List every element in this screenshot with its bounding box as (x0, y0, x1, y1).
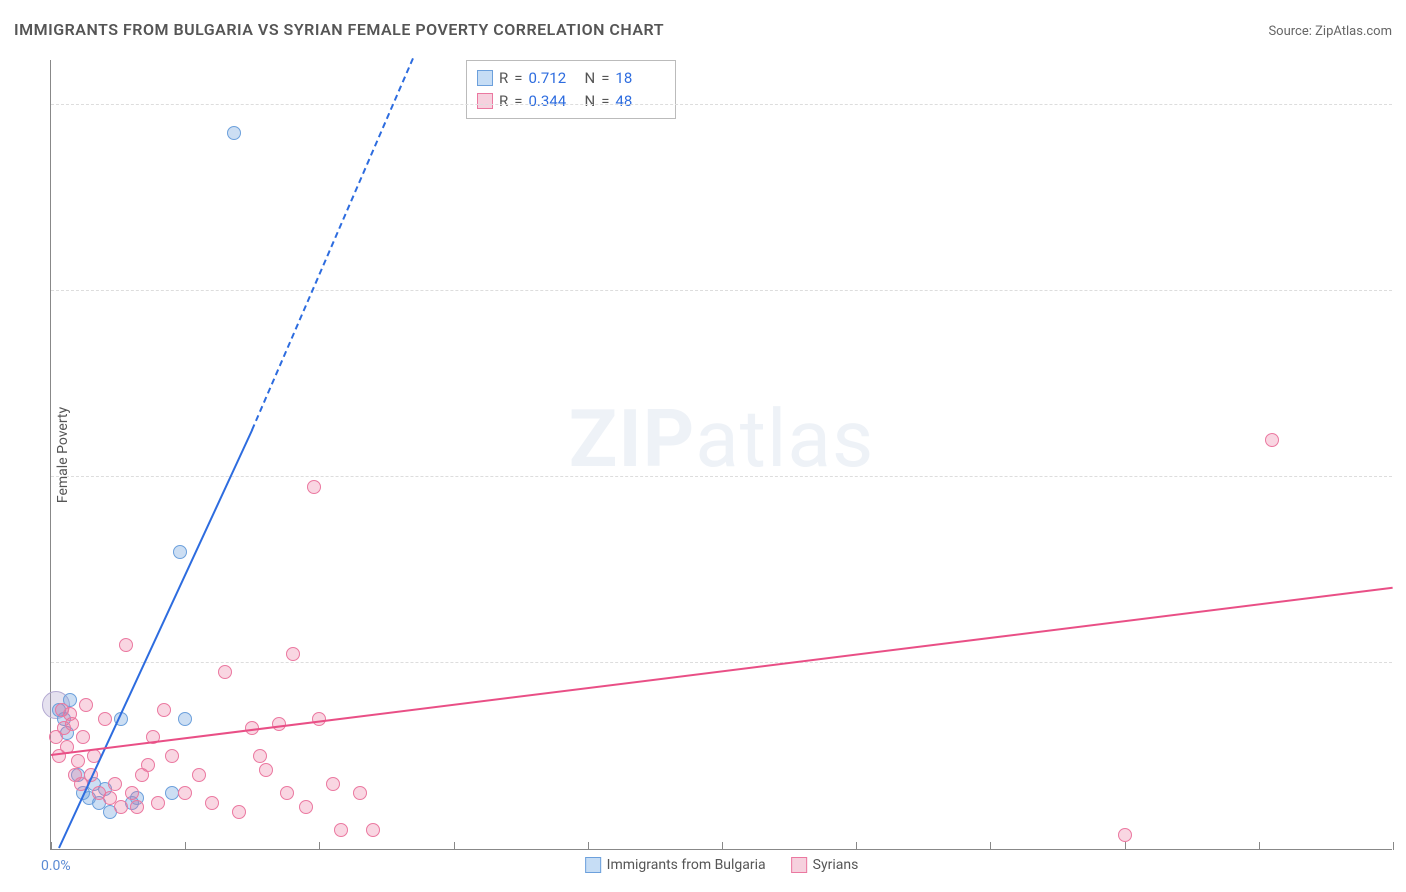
x-tick (185, 842, 186, 850)
corr-n-label: N (584, 67, 595, 90)
grid-line (51, 662, 1392, 663)
data-point (299, 800, 313, 814)
data-point (79, 698, 93, 712)
corr-r-value-bulgaria: 0.712 (528, 67, 578, 90)
source-label: Source: (1268, 24, 1311, 39)
data-point (151, 796, 165, 810)
data-point (178, 712, 192, 726)
x-tick (51, 842, 52, 850)
grid-line (51, 476, 1392, 477)
data-point (178, 786, 192, 800)
swatch-syrians (477, 93, 493, 109)
data-point (280, 786, 294, 800)
data-point (108, 777, 122, 791)
chart-title: IMMIGRANTS FROM BULGARIA VS SYRIAN FEMAL… (14, 20, 664, 39)
data-point (326, 777, 340, 791)
x-tick (856, 842, 857, 850)
trend-line (51, 587, 1393, 756)
y-tick-label: 20.0% (1397, 656, 1406, 672)
x-tick (319, 842, 320, 850)
chart-container: Female Poverty ZIPatlas R = 0.712 N = 18… (50, 60, 1392, 850)
grid-line (51, 104, 1392, 105)
data-point (232, 805, 246, 819)
data-point (1265, 433, 1279, 447)
data-point (125, 786, 139, 800)
plot-area: ZIPatlas R = 0.712 N = 18 R = 0.344 N = … (50, 60, 1392, 850)
bottom-legend: Immigrants from Bulgaria Syrians (585, 857, 859, 873)
y-tick-label: 80.0% (1397, 98, 1406, 114)
source-name: ZipAtlas.com (1315, 24, 1392, 39)
legend-item-syrians: Syrians (791, 857, 859, 873)
source-attribution: Source: ZipAtlas.com (1268, 24, 1392, 39)
trend-line (58, 429, 253, 848)
data-point (307, 480, 321, 494)
x-tick (1259, 842, 1260, 850)
watermark-light: atlas (695, 392, 874, 486)
data-point (65, 717, 79, 731)
data-point (98, 712, 112, 726)
legend-label-syrians: Syrians (813, 857, 859, 873)
data-point (192, 768, 206, 782)
swatch-bulgaria (477, 70, 493, 86)
data-point (227, 126, 241, 140)
data-point (205, 796, 219, 810)
corr-eq: = (601, 67, 609, 90)
grid-line (51, 290, 1392, 291)
correlation-legend: R = 0.712 N = 18 R = 0.344 N = 48 (466, 60, 676, 119)
corr-eq: = (514, 90, 522, 113)
x-tick (1393, 842, 1394, 850)
data-point (76, 730, 90, 744)
corr-r-value-syrians: 0.344 (528, 90, 578, 113)
x-tick (1125, 842, 1126, 850)
data-point (286, 647, 300, 661)
data-point (114, 800, 128, 814)
corr-r-label: R (499, 90, 508, 113)
data-point (366, 823, 380, 837)
data-point (353, 786, 367, 800)
data-point (218, 665, 232, 679)
x-tick (454, 842, 455, 850)
x-tick (990, 842, 991, 850)
corr-n-value-bulgaria: 18 (615, 67, 665, 90)
watermark-bold: ZIP (569, 392, 696, 486)
data-point (272, 717, 286, 731)
legend-label-bulgaria: Immigrants from Bulgaria (607, 857, 766, 873)
data-point (253, 749, 267, 763)
data-point (119, 638, 133, 652)
trend-line-extrapolated (251, 58, 414, 431)
data-point (71, 754, 85, 768)
x-tick-label-right: 50.0% (1397, 858, 1406, 874)
data-point (157, 703, 171, 717)
data-point (165, 786, 179, 800)
x-tick (588, 842, 589, 850)
data-point (1118, 828, 1132, 842)
data-point (141, 758, 155, 772)
corr-row-syrians: R = 0.344 N = 48 (477, 90, 665, 113)
legend-item-bulgaria: Immigrants from Bulgaria (585, 857, 766, 873)
swatch-syrians-icon (791, 857, 807, 873)
data-point (130, 800, 144, 814)
x-tick-label-left: 0.0% (41, 858, 71, 874)
y-tick-label: 60.0% (1397, 284, 1406, 300)
y-tick-label: 40.0% (1397, 470, 1406, 486)
data-point (165, 749, 179, 763)
corr-n-value-syrians: 48 (615, 90, 665, 113)
data-point (259, 763, 273, 777)
data-point (334, 823, 348, 837)
watermark: ZIPatlas (569, 392, 874, 486)
data-point (173, 545, 187, 559)
swatch-bulgaria-icon (585, 857, 601, 873)
x-tick (722, 842, 723, 850)
corr-n-label: N (584, 90, 595, 113)
corr-eq: = (601, 90, 609, 113)
corr-r-label: R (499, 67, 508, 90)
corr-eq: = (514, 67, 522, 90)
corr-row-bulgaria: R = 0.712 N = 18 (477, 67, 665, 90)
